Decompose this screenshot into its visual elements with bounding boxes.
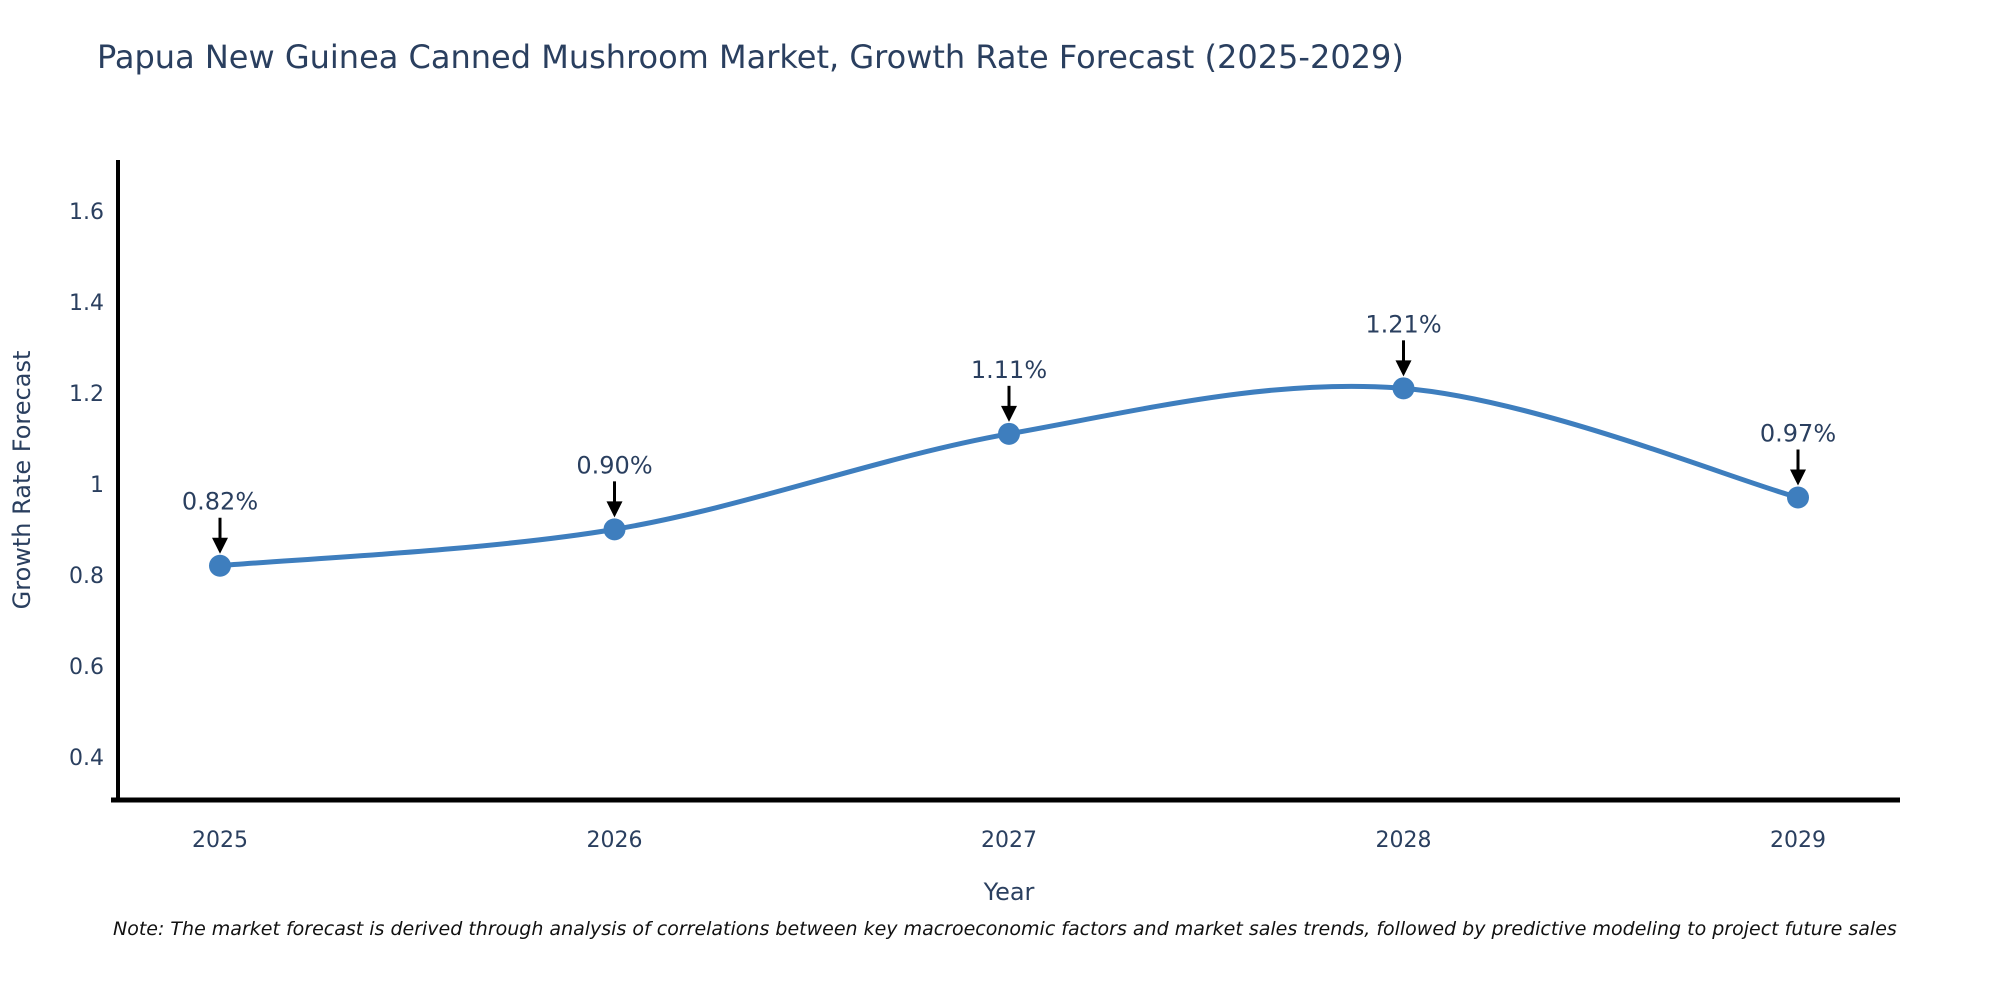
footnote-container: Note: The market forecast is derived thr… [113,918,2000,940]
annotation-arrow-head [1001,405,1017,422]
data-point-2028[interactable] [1392,377,1415,400]
data-point-label: 0.82% [182,488,258,516]
chart-title: Papua New Guinea Canned Mushroom Market,… [97,38,1404,76]
x-tick-label: 2025 [192,828,248,853]
y-tick-label: 1 [90,473,104,498]
data-point-label: 1.11% [971,356,1047,384]
footnote-text: Note: The market forecast is derived thr… [113,918,1897,940]
y-tick-label: 1.4 [69,291,104,316]
x-tick-label: 2026 [587,828,643,853]
data-point-label: 1.21% [1365,310,1441,338]
data-point-label: 0.97% [1760,420,1836,448]
y-tick-label: 1.2 [69,382,104,407]
x-tick-label: 2027 [981,828,1037,853]
y-tick-label: 0.4 [69,746,104,771]
data-point-2025[interactable] [209,554,231,577]
y-tick-label: 0.8 [69,564,104,589]
data-point-2029[interactable] [1787,486,1809,509]
annotation-arrow-head [1790,469,1806,486]
x-tick-label: 2028 [1376,828,1432,853]
data-point-label: 0.90% [576,451,652,479]
y-tick-label: 1.6 [69,200,104,225]
data-point-2026[interactable] [603,518,626,541]
x-axis-title: Year [983,878,1035,906]
data-point-2027[interactable] [998,422,1020,445]
annotation-arrow-head [1395,360,1412,377]
annotation-arrow-head [606,501,623,518]
x-tick-label: 2029 [1770,828,1826,853]
annotation-arrow-head [212,537,228,554]
y-axis-title: Growth Rate Forecast [8,351,36,610]
y-tick-label: 0.6 [69,655,104,680]
